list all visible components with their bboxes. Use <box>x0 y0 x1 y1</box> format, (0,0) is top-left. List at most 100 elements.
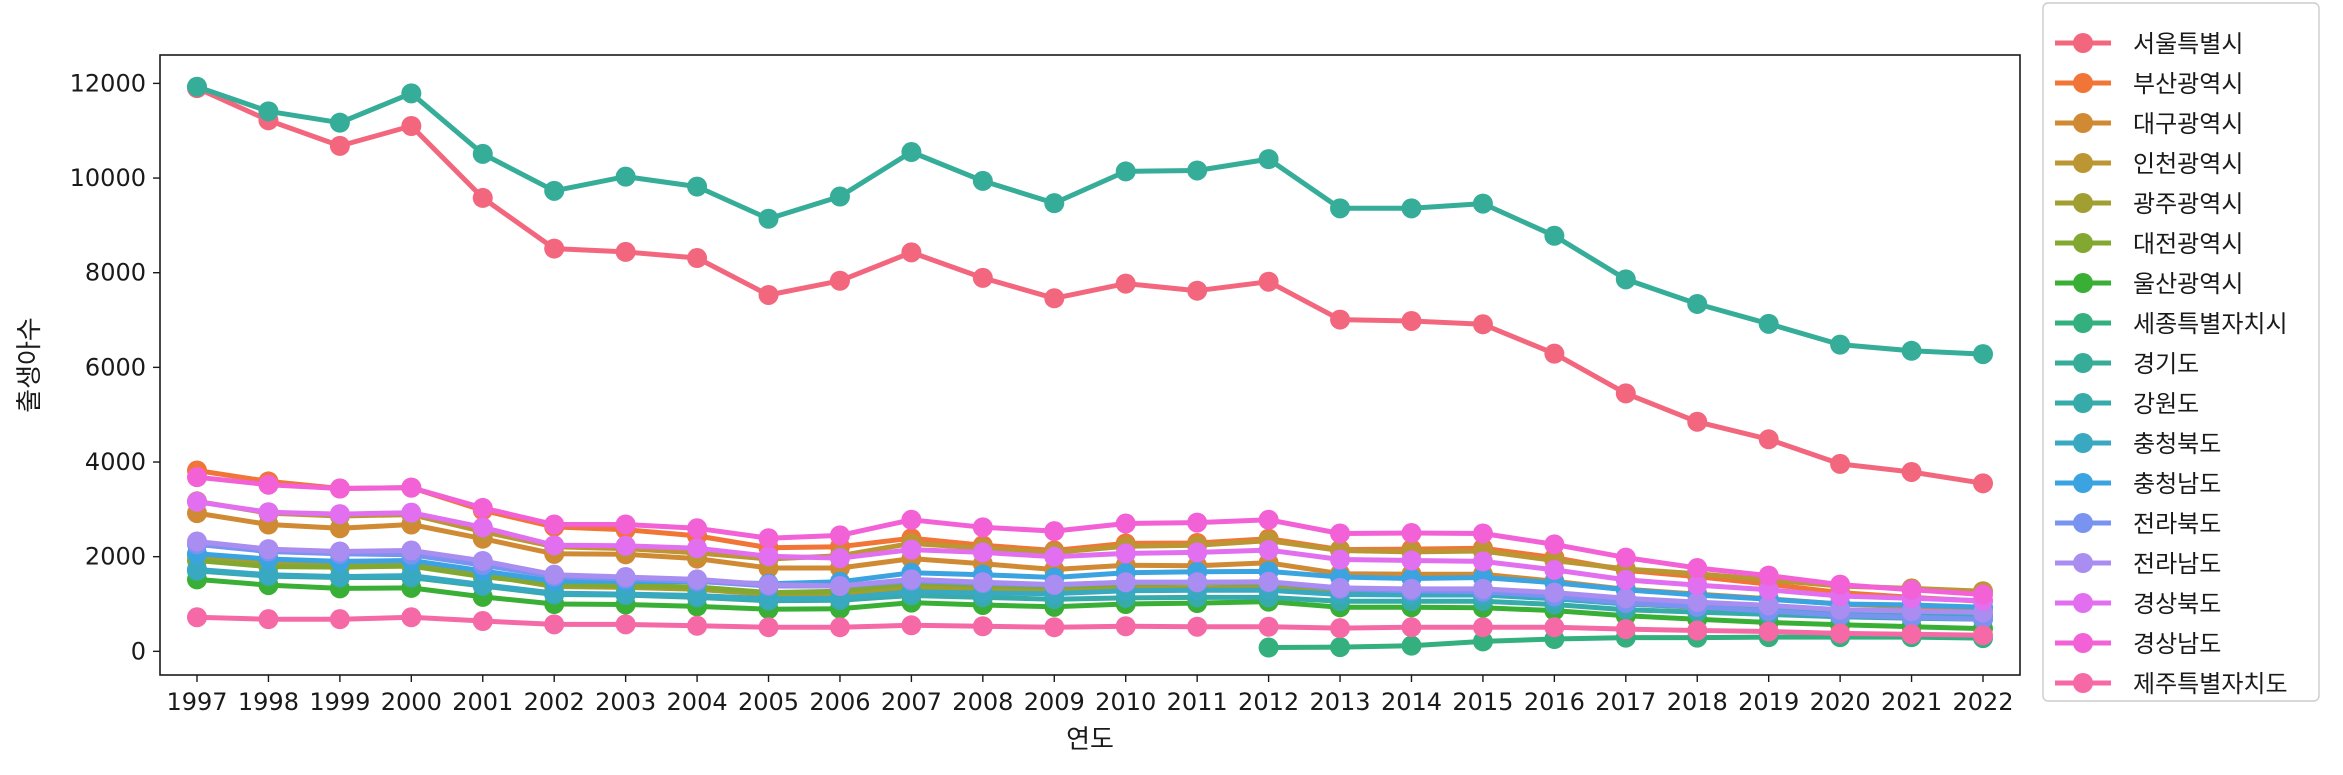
legend-swatch-marker <box>2073 233 2093 253</box>
data-point <box>1973 344 1993 365</box>
x-tick-label: 2014 <box>1381 688 1442 716</box>
data-point <box>329 566 350 587</box>
data-point <box>401 115 422 136</box>
legend-label: 전라남도 <box>2133 550 2221 578</box>
legend-label: 광주광역시 <box>2133 190 2243 218</box>
legend-item: 대구광역시 <box>2055 110 2243 138</box>
x-tick-label: 2016 <box>1524 688 1585 716</box>
data-point <box>1687 293 1708 314</box>
data-point <box>1758 579 1779 600</box>
data-point <box>329 135 350 156</box>
data-point <box>401 477 422 498</box>
data-point <box>329 504 350 525</box>
data-point <box>1472 193 1493 214</box>
data-point <box>758 208 779 229</box>
data-point <box>1615 619 1636 640</box>
data-point <box>687 518 708 539</box>
data-point <box>1687 558 1708 579</box>
legend-label: 충청북도 <box>2133 430 2221 458</box>
y-tick-label: 2000 <box>85 543 146 571</box>
data-point <box>401 565 422 586</box>
data-point <box>1115 572 1136 593</box>
data-point <box>401 502 422 523</box>
y-axis: 0 2000 4000 6000 8000 10000 12000 <box>70 69 160 665</box>
data-point <box>1687 575 1708 596</box>
series-1 <box>187 78 1993 494</box>
x-tick-label: 2010 <box>1095 688 1156 716</box>
data-point <box>1615 547 1636 568</box>
legend-swatch-marker <box>2073 553 2093 573</box>
legend-item: 세종특별자치시 <box>2055 310 2288 338</box>
legend-label: 대전광역시 <box>2133 230 2243 258</box>
x-tick-label: 1997 <box>166 688 227 716</box>
legend-label: 경상북도 <box>2133 590 2221 618</box>
data-point <box>1330 618 1351 639</box>
series-16 <box>187 467 1993 605</box>
legend-item: 경상남도 <box>2055 630 2221 658</box>
x-tick-label: 2017 <box>1595 688 1656 716</box>
data-point <box>829 186 850 207</box>
data-point <box>972 517 993 538</box>
data-point <box>1258 571 1279 592</box>
data-point <box>1472 578 1493 599</box>
series-15 <box>187 491 1993 611</box>
legend-swatch-marker <box>2073 353 2093 373</box>
data-point <box>1901 624 1922 645</box>
data-point <box>758 574 779 595</box>
data-point <box>1044 193 1065 214</box>
x-tick-label: 2021 <box>1881 688 1942 716</box>
data-point <box>1044 288 1065 309</box>
plot-frame <box>159 54 2021 676</box>
y-tick-label: 6000 <box>85 353 146 381</box>
data-point <box>1258 540 1279 561</box>
legend-item: 충청남도 <box>2055 470 2221 498</box>
data-point <box>901 509 922 530</box>
data-point <box>615 614 636 635</box>
x-tick-label: 2009 <box>1024 688 1085 716</box>
x-tick-label: 1998 <box>238 688 299 716</box>
data-point <box>1973 625 1993 646</box>
data-point <box>1758 313 1779 334</box>
data-point <box>1615 269 1636 290</box>
legend-item: 전라남도 <box>2055 550 2221 578</box>
data-point <box>1258 509 1279 530</box>
legend-frame <box>2042 2 2320 702</box>
data-point <box>1687 620 1708 641</box>
legend-label: 부산광역시 <box>2133 70 2243 98</box>
data-point <box>972 572 993 593</box>
data-point <box>1472 631 1493 652</box>
data-point <box>687 615 708 636</box>
data-point <box>1258 637 1279 658</box>
data-point <box>1973 584 1993 605</box>
series-14 <box>187 531 1993 623</box>
data-point <box>258 502 279 523</box>
data-point <box>1115 543 1136 564</box>
data-point <box>1687 411 1708 432</box>
legend-item: 전라북도 <box>2055 510 2221 538</box>
data-point <box>1472 617 1493 638</box>
legend-item: 강원도 <box>2055 390 2199 418</box>
legend-swatch-marker <box>2073 513 2093 533</box>
data-point <box>1973 473 1993 494</box>
data-point <box>401 607 422 628</box>
data-point <box>1258 616 1279 637</box>
data-point <box>258 539 279 560</box>
data-point <box>401 83 422 104</box>
legend-swatch-marker <box>2073 193 2093 213</box>
data-point <box>758 617 779 638</box>
legend-swatch-marker <box>2073 273 2093 293</box>
data-point <box>1187 512 1208 533</box>
series-line <box>194 539 1986 615</box>
data-point <box>1544 343 1565 364</box>
series-line <box>194 576 1986 632</box>
series-line <box>194 85 1986 486</box>
data-point <box>901 142 922 163</box>
data-point <box>901 539 922 560</box>
series-line <box>194 551 1986 610</box>
data-point <box>544 238 565 259</box>
data-point <box>901 242 922 263</box>
legend-label: 강원도 <box>2133 390 2199 418</box>
x-tick-label: 2000 <box>381 688 442 716</box>
data-point <box>1258 149 1279 170</box>
